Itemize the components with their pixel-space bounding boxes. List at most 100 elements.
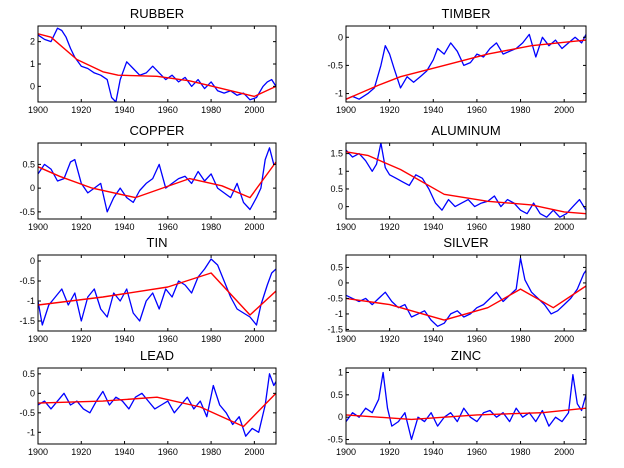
aluminum-x-tick-label: 2000 — [554, 222, 574, 232]
lead-x-tick-label: 1980 — [201, 447, 221, 457]
rubber-x-tick-label: 1900 — [28, 105, 48, 115]
silver-y-tick-label: -0.5 — [327, 293, 343, 303]
rubber-x-tick-label: 1960 — [158, 105, 178, 115]
tin-plot-frame — [37, 254, 277, 332]
rubber-x-tick-label: 1940 — [115, 105, 135, 115]
aluminum-title: ALUMINUM — [431, 123, 500, 138]
tin-trend-line — [38, 272, 276, 316]
copper-panel: COPPER 1900 1920 1940 1960 1980 2000 -0.5 0 0.5 — [19, 123, 277, 232]
zinc-x-tick-label: 1980 — [511, 447, 531, 457]
rubber-panel: RUBBER 1900 1920 1940 1960 1980 2000 0 1 2 — [28, 6, 277, 115]
tin-x-tick-label: 1960 — [158, 334, 178, 344]
timber-raw-line — [346, 33, 586, 100]
rubber-x-tick-label: 1980 — [201, 105, 221, 115]
lead-x-tick-label: 2000 — [244, 447, 264, 457]
timber-y-tick-label: -0.5 — [327, 60, 343, 70]
copper-x-tick-label: 1960 — [158, 222, 178, 232]
aluminum-x-tick-label: 1960 — [467, 222, 487, 232]
zinc-y-tick-label: 1 — [338, 367, 343, 377]
tin-title: TIN — [147, 235, 168, 250]
timber-title: TIMBER — [441, 6, 490, 21]
tin-x-tick-label: 1940 — [115, 334, 135, 344]
timber-trend-line — [346, 39, 586, 100]
silver-x-tick-label: 2000 — [554, 334, 574, 344]
timber-x-tick-label: 1960 — [467, 105, 487, 115]
rubber-y-tick-label: 0 — [30, 81, 35, 91]
aluminum-raw-line — [346, 143, 586, 218]
silver-x-tick-label: 1960 — [467, 334, 487, 344]
silver-y-tick-label: 0 — [338, 278, 343, 288]
tin-x-tick-label: 1900 — [28, 334, 48, 344]
tin-y-tick-label: -1.5 — [19, 316, 35, 326]
zinc-trend-line — [346, 407, 586, 421]
aluminum-panel: ALUMINUM 1900 1920 1940 1960 1980 2000 0 0.5 1 1.5 — [330, 123, 587, 232]
lead-raw-line — [38, 373, 276, 437]
rubber-x-tick-label: 1920 — [71, 105, 91, 115]
rubber-trend-line — [38, 33, 276, 98]
aluminum-trend-line — [346, 151, 586, 215]
timber-y-tick-label: 0 — [338, 32, 343, 42]
lead-plot-frame — [37, 367, 277, 445]
aluminum-y-tick-label: 1 — [338, 166, 343, 176]
copper-y-tick-label: -0.5 — [19, 207, 35, 217]
timber-plot-frame — [345, 25, 587, 103]
silver-trend-line — [346, 285, 586, 321]
lead-x-tick-label: 1960 — [158, 447, 178, 457]
rubber-raw-line — [38, 27, 276, 102]
tin-panel: TIN 1900 1920 1940 1960 1980 2000 -1.5 -1 -0.5 0 — [19, 235, 277, 344]
silver-y-tick-label: 0.5 — [330, 262, 343, 272]
rubber-y-tick-label: 1 — [30, 59, 35, 69]
copper-title: COPPER — [130, 123, 185, 138]
silver-y-tick-label: -1.5 — [327, 324, 343, 334]
rubber-x-tick-label: 2000 — [244, 105, 264, 115]
zinc-y-tick-label: 0 — [338, 412, 343, 422]
zinc-x-tick-label: 1960 — [467, 447, 487, 457]
lead-y-tick-label: 0.5 — [22, 369, 35, 379]
copper-x-tick-label: 1980 — [201, 222, 221, 232]
timber-x-tick-label: 2000 — [554, 105, 574, 115]
lead-x-tick-label: 1940 — [115, 447, 135, 457]
zinc-plot-frame — [345, 367, 587, 445]
aluminum-plot-frame — [345, 142, 587, 220]
aluminum-y-tick-label: 1.5 — [330, 149, 343, 159]
lead-x-tick-label: 1920 — [71, 447, 91, 457]
silver-x-tick-label: 1920 — [380, 334, 400, 344]
zinc-panel: ZINC 1900 1920 1940 1960 1980 2000 -0.5 0 0.5 1 — [327, 348, 587, 457]
tin-x-tick-label: 1980 — [201, 334, 221, 344]
zinc-x-tick-label: 1900 — [336, 447, 356, 457]
rubber-y-tick-label: 2 — [30, 37, 35, 47]
copper-y-tick-label: 0 — [30, 183, 35, 193]
zinc-x-tick-label: 1940 — [423, 447, 443, 457]
tin-y-tick-label: -1 — [27, 296, 35, 306]
timber-x-tick-label: 1980 — [511, 105, 531, 115]
tin-x-tick-label: 1920 — [71, 334, 91, 344]
timber-x-tick-label: 1920 — [380, 105, 400, 115]
aluminum-x-tick-label: 1980 — [511, 222, 531, 232]
timber-x-tick-label: 1900 — [336, 105, 356, 115]
aluminum-x-tick-label: 1940 — [423, 222, 443, 232]
silver-x-tick-label: 1900 — [336, 334, 356, 344]
copper-plot-frame — [37, 142, 277, 220]
lead-y-tick-label: 0 — [30, 388, 35, 398]
copper-x-tick-label: 1920 — [71, 222, 91, 232]
silver-raw-line — [346, 257, 586, 327]
lead-y-tick-label: -1 — [27, 427, 35, 437]
lead-x-tick-label: 1900 — [28, 447, 48, 457]
lead-panel: LEAD 1900 1920 1940 1960 1980 2000 -1 -0.5 0 0.5 — [19, 348, 277, 457]
copper-x-tick-label: 2000 — [244, 222, 264, 232]
zinc-x-tick-label: 2000 — [554, 447, 574, 457]
rubber-plot-frame — [37, 25, 277, 103]
zinc-y-tick-label: -0.5 — [327, 435, 343, 445]
silver-x-tick-label: 1980 — [511, 334, 531, 344]
copper-x-tick-label: 1900 — [28, 222, 48, 232]
silver-panel: SILVER 1900 1920 1940 1960 1980 2000 -1.5 -1 -0.5… — [327, 235, 587, 344]
zinc-y-tick-label: 0.5 — [330, 390, 343, 400]
silver-y-tick-label: -1 — [335, 309, 343, 319]
aluminum-x-tick-label: 1920 — [380, 222, 400, 232]
timber-x-tick-label: 1940 — [423, 105, 443, 115]
rubber-title: RUBBER — [130, 6, 184, 21]
zinc-x-tick-label: 1920 — [380, 447, 400, 457]
copper-trend-line — [38, 161, 276, 199]
tin-x-tick-label: 2000 — [244, 334, 264, 344]
